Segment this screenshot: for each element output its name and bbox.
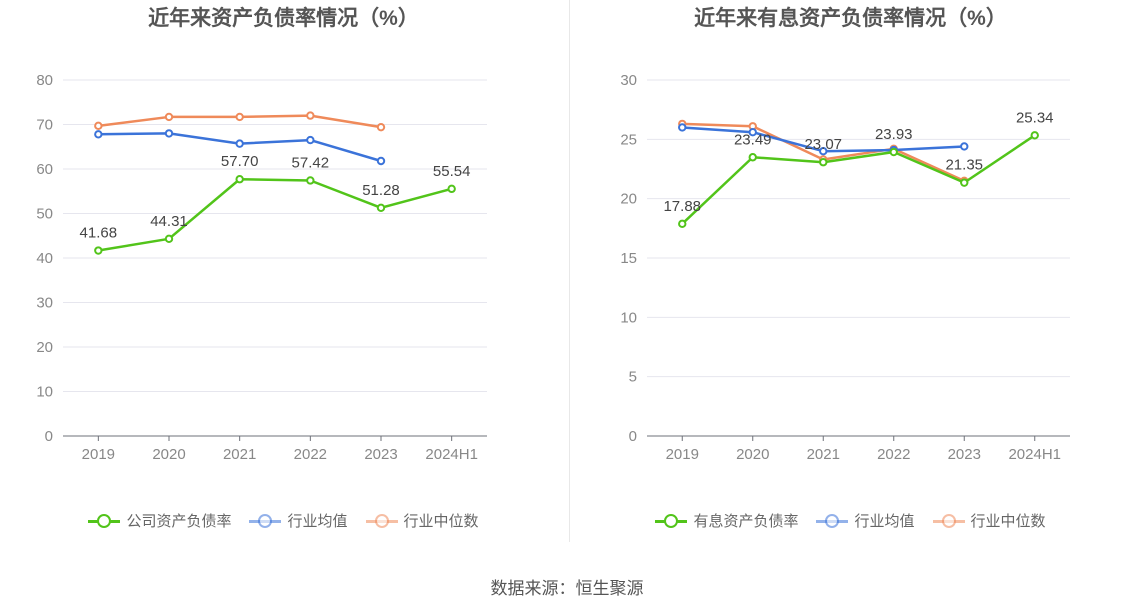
y-tick-label: 60: [36, 161, 53, 178]
data-label: 55.54: [433, 163, 471, 180]
legend-label: 行业中位数: [403, 513, 479, 530]
data-point: [960, 178, 969, 187]
data-point: [235, 112, 244, 122]
x-tick-label: 2022: [877, 446, 910, 463]
chart-legend: 公司资产负债率 行业均值 行业中位数: [0, 510, 567, 531]
legend-line-circle-icon: [932, 513, 965, 528]
data-label: 17.88: [663, 198, 701, 215]
x-tick-label: 2019: [666, 446, 699, 463]
x-tick-label: 2023: [948, 446, 981, 463]
x-tick-label: 2020: [736, 446, 769, 463]
y-tick-label: 5: [629, 369, 637, 386]
data-label: 23.93: [875, 126, 913, 143]
data-point: [678, 219, 687, 229]
y-tick-label: 40: [36, 250, 53, 267]
data-point: [306, 135, 315, 145]
legend-item-company[interactable]: 有息资产负债率: [655, 510, 798, 531]
data-label: 23.49: [734, 131, 772, 148]
data-point: [376, 203, 386, 213]
data-label: 51.28: [362, 182, 400, 199]
legend-item-industry-mean[interactable]: 行业均值: [816, 510, 915, 531]
data-point: [447, 184, 456, 194]
data-point: [235, 139, 244, 148]
x-tick-label: 2022: [294, 446, 327, 463]
y-tick-label: 15: [620, 250, 637, 267]
legend-line-circle-icon: [816, 513, 849, 528]
x-tick-label: 2023: [364, 446, 397, 463]
data-point: [819, 158, 828, 167]
data-point: [306, 111, 315, 120]
legend-line-circle-icon: [249, 513, 282, 528]
y-tick-label: 0: [45, 428, 53, 445]
panel-divider: [569, 0, 570, 542]
y-tick-label: 0: [629, 428, 637, 445]
y-tick-label: 30: [36, 295, 53, 312]
data-point: [94, 130, 103, 139]
y-tick-label: 10: [620, 309, 637, 326]
data-point: [376, 122, 386, 132]
x-tick-label: 2024H1: [1008, 446, 1061, 463]
legend-line-circle-icon: [655, 513, 688, 528]
legend-line-circle-icon: [365, 513, 398, 528]
legend-label: 行业均值: [854, 513, 915, 530]
chart-title: 近年来资产负债率情况（%）: [148, 7, 419, 30]
right-chart-panel: 近年来有息资产负债率情况（%） 0 5 10 15 20 25 30 2019 2020 2021…: [567, 0, 1134, 612]
x-tick-label: 2021: [223, 446, 256, 463]
legend-label: 行业中位数: [970, 513, 1046, 530]
data-point: [678, 123, 687, 132]
data-label: 25.34: [1016, 109, 1054, 126]
data-point: [889, 147, 898, 157]
y-tick-label: 30: [620, 72, 637, 89]
data-point: [1030, 131, 1039, 140]
series-line: [681, 134, 1036, 225]
y-tick-label: 10: [36, 384, 53, 401]
data-point: [960, 142, 969, 151]
x-tick-label: 2020: [152, 446, 185, 463]
data-point: [306, 176, 315, 185]
legend-item-industry-median[interactable]: 行业中位数: [365, 510, 479, 531]
data-point: [164, 112, 174, 122]
series-line: [98, 177, 452, 252]
y-tick-label: 20: [36, 339, 53, 356]
data-point: [376, 156, 386, 166]
legend-label: 行业均值: [287, 513, 348, 530]
data-point: [235, 175, 244, 184]
x-tick-label: 2021: [807, 446, 840, 463]
left-chart-panel: 近年来资产负债率情况（%） 0 10 20 30 40 50 60 70 80 2019 2020 2…: [0, 7, 567, 531]
asset-liability-ratio-chart: 0 10 20 30 40 50 60 70 80 2019 2020 2021 2022 2023 202…: [36, 72, 487, 463]
data-point: [819, 147, 828, 156]
y-tick-label: 80: [36, 72, 53, 89]
data-label: 57.70: [221, 153, 259, 170]
legend-line-circle-icon: [88, 513, 121, 528]
data-label: 23.07: [804, 136, 842, 153]
data-point: [748, 128, 757, 137]
legend-label: 有息资产负债率: [693, 513, 799, 530]
data-point: [94, 246, 103, 255]
data-point: [94, 121, 103, 131]
data-label: 44.31: [150, 213, 188, 230]
data-label: 41.68: [80, 225, 118, 242]
data-label: 57.42: [292, 154, 330, 171]
data-label: 21.35: [945, 157, 983, 174]
chart-legend: 有息资产负债率 行业均值 行业中位数: [567, 510, 1134, 531]
legend-label: 公司资产负债率: [126, 513, 232, 530]
y-tick-label: 50: [36, 206, 53, 223]
data-source-note: 数据来源：恒生聚源: [490, 579, 644, 598]
legend-item-industry-median[interactable]: 行业中位数: [932, 510, 1046, 531]
y-tick-label: 25: [620, 131, 637, 148]
y-tick-label: 70: [36, 117, 53, 134]
x-tick-label: 2024H1: [425, 446, 478, 463]
data-point: [164, 234, 174, 244]
chart-title: 近年来有息资产负债率情况（%）: [694, 7, 1007, 30]
data-point: [748, 153, 757, 162]
y-tick-label: 20: [620, 191, 637, 208]
data-point: [164, 129, 174, 138]
x-tick-label: 2019: [82, 446, 115, 463]
legend-item-company[interactable]: 公司资产负债率: [88, 510, 231, 531]
interest-bearing-liability-ratio-chart: 0 5 10 15 20 25 30 2019 2020 2021 2022 2023 2024H1 17…: [620, 72, 1070, 463]
legend-item-industry-mean[interactable]: 行业均值: [249, 510, 348, 531]
